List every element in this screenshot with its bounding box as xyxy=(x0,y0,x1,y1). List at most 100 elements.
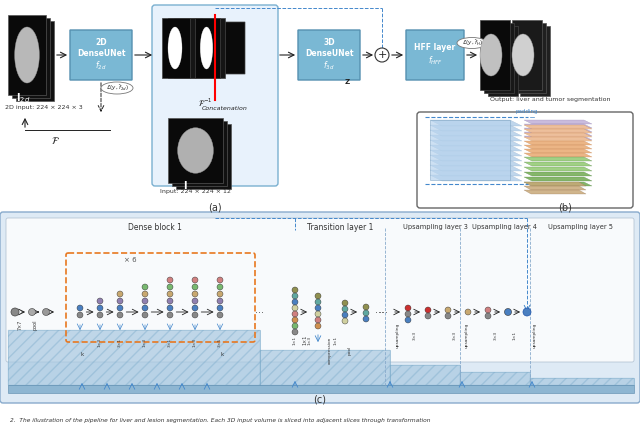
Text: upsampling: upsampling xyxy=(396,323,400,348)
FancyBboxPatch shape xyxy=(6,218,634,362)
Text: (c): (c) xyxy=(314,395,326,405)
Text: Input: 224 × 224 × 12: Input: 224 × 224 × 12 xyxy=(159,190,230,194)
Circle shape xyxy=(292,299,298,305)
Polygon shape xyxy=(430,145,522,151)
Circle shape xyxy=(167,291,173,297)
Circle shape xyxy=(523,308,531,316)
Circle shape xyxy=(504,308,511,315)
Polygon shape xyxy=(524,153,592,157)
FancyBboxPatch shape xyxy=(0,212,640,403)
Polygon shape xyxy=(8,330,260,385)
Circle shape xyxy=(425,313,431,319)
FancyBboxPatch shape xyxy=(152,5,278,186)
Circle shape xyxy=(292,311,298,317)
Text: Upsampling layer 5: Upsampling layer 5 xyxy=(547,224,612,230)
Text: Output: liver and tumor segmentation: Output: liver and tumor segmentation xyxy=(490,98,611,103)
Polygon shape xyxy=(260,350,390,385)
Polygon shape xyxy=(480,20,510,90)
Ellipse shape xyxy=(200,27,212,69)
Polygon shape xyxy=(200,18,225,78)
Text: padding: padding xyxy=(515,110,538,114)
Text: 7×7: 7×7 xyxy=(17,320,22,330)
Circle shape xyxy=(29,308,35,315)
Circle shape xyxy=(192,277,198,283)
Polygon shape xyxy=(524,186,586,190)
Circle shape xyxy=(445,307,451,313)
Polygon shape xyxy=(430,165,522,171)
Text: 1×1: 1×1 xyxy=(513,330,517,340)
Text: 2.  The illustration of the pipeline for liver and lesion segmentation. Each 3D : 2. The illustration of the pipeline for … xyxy=(10,418,431,423)
Polygon shape xyxy=(524,182,586,186)
Text: 1×3: 1×3 xyxy=(308,335,312,345)
Text: $\mathbf{I}_{2d}$: $\mathbf{I}_{2d}$ xyxy=(16,91,30,105)
Circle shape xyxy=(445,313,451,319)
Circle shape xyxy=(342,312,348,318)
Polygon shape xyxy=(430,120,510,180)
Circle shape xyxy=(375,48,389,62)
Circle shape xyxy=(292,329,298,335)
Circle shape xyxy=(315,311,321,317)
Circle shape xyxy=(405,305,411,311)
Text: 1×1: 1×1 xyxy=(293,335,297,345)
Text: upsampling: upsampling xyxy=(465,323,469,348)
Ellipse shape xyxy=(15,27,39,83)
Circle shape xyxy=(97,312,103,318)
Text: Concatenation: Concatenation xyxy=(202,106,248,110)
Circle shape xyxy=(405,317,411,323)
Text: 1×3: 1×3 xyxy=(143,337,147,347)
Text: 1×1: 1×1 xyxy=(303,335,307,345)
Polygon shape xyxy=(524,133,592,137)
Polygon shape xyxy=(512,20,542,90)
Text: Transition layer 1: Transition layer 1 xyxy=(307,223,373,231)
Polygon shape xyxy=(162,18,190,78)
Circle shape xyxy=(117,298,123,304)
Text: ...: ... xyxy=(378,305,387,315)
Circle shape xyxy=(292,287,298,293)
Circle shape xyxy=(142,312,148,318)
Circle shape xyxy=(167,284,173,290)
Polygon shape xyxy=(524,157,592,161)
Polygon shape xyxy=(460,372,530,385)
Polygon shape xyxy=(430,175,522,181)
Text: HFF layer
$f_{HFF}$: HFF layer $f_{HFF}$ xyxy=(414,44,456,66)
Circle shape xyxy=(167,312,173,318)
Polygon shape xyxy=(524,141,592,145)
Text: compression: compression xyxy=(328,336,332,364)
Text: 3×3: 3×3 xyxy=(453,330,457,340)
Circle shape xyxy=(77,305,83,311)
Polygon shape xyxy=(524,120,592,124)
Polygon shape xyxy=(430,125,522,131)
Circle shape xyxy=(142,298,148,304)
Circle shape xyxy=(142,284,148,290)
Polygon shape xyxy=(430,155,522,161)
Circle shape xyxy=(142,291,148,297)
Ellipse shape xyxy=(457,37,487,48)
Ellipse shape xyxy=(101,82,133,94)
Polygon shape xyxy=(524,132,592,136)
Text: 1×3: 1×3 xyxy=(98,337,102,347)
Ellipse shape xyxy=(168,27,182,69)
FancyBboxPatch shape xyxy=(417,112,633,208)
Circle shape xyxy=(315,299,321,305)
Polygon shape xyxy=(488,26,518,96)
Polygon shape xyxy=(430,140,522,146)
Polygon shape xyxy=(176,124,231,189)
Text: 1×3: 1×3 xyxy=(193,337,197,347)
Text: +: + xyxy=(378,50,387,60)
Circle shape xyxy=(465,309,471,315)
Text: pool: pool xyxy=(348,345,352,355)
Circle shape xyxy=(342,306,348,312)
Text: $\mathcal{L}(y,\hat{f}_{H})$: $\mathcal{L}(y,\hat{f}_{H})$ xyxy=(461,38,483,48)
Circle shape xyxy=(217,312,223,318)
Polygon shape xyxy=(524,128,592,132)
Polygon shape xyxy=(430,130,522,136)
Circle shape xyxy=(11,308,19,316)
Polygon shape xyxy=(524,124,592,128)
Circle shape xyxy=(405,311,411,317)
Text: (b): (b) xyxy=(558,202,572,212)
Text: k: k xyxy=(81,352,84,357)
Text: 3×3: 3×3 xyxy=(413,330,417,340)
Circle shape xyxy=(77,312,83,318)
FancyBboxPatch shape xyxy=(70,30,132,80)
Circle shape xyxy=(315,293,321,299)
